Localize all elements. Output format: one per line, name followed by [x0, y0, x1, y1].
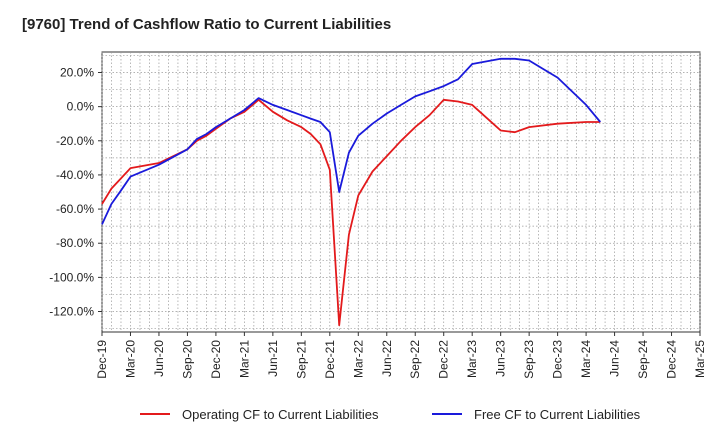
- x-tick-label: Sep-24: [636, 340, 650, 379]
- x-tick-label: Sep-22: [408, 340, 422, 379]
- x-tick-label: Dec-19: [95, 340, 109, 379]
- x-tick-label: Jun-24: [608, 340, 622, 377]
- y-tick-label: -20.0%: [56, 134, 94, 148]
- y-tick-label: -100.0%: [49, 270, 94, 284]
- y-tick-label: -40.0%: [56, 168, 94, 182]
- series-line-2: [101, 57, 601, 225]
- x-tick-label: Jun-21: [266, 340, 280, 377]
- x-tick-label: Mar-22: [351, 340, 365, 378]
- x-tick-label: Jun-23: [494, 340, 508, 377]
- legend-label-2: Free CF to Current Liabilities: [474, 407, 641, 422]
- x-tick-label: Dec-20: [209, 340, 223, 379]
- y-tick-label: 20.0%: [60, 65, 94, 79]
- x-tick-label: Mar-20: [123, 340, 137, 378]
- x-tick-label: Sep-20: [180, 340, 194, 379]
- x-tick-label: Mar-23: [465, 340, 479, 378]
- x-tick-label: Sep-23: [522, 340, 536, 379]
- x-axis: Dec-19 Mar-20 Jun-20 Sep-20 Dec-20 Mar-21 Jun-…: [95, 332, 707, 379]
- x-tick-label: Sep-21: [294, 340, 308, 379]
- y-tick-label: -120.0%: [49, 305, 94, 319]
- chart-title: [9760] Trend of Cashflow Ratio to Curren…: [22, 16, 391, 33]
- y-axis: 20.0% 0.0% -20.0% -40.0% -60.0% -80.0% -100.0%…: [49, 65, 102, 319]
- x-tick-label: Jun-20: [152, 340, 166, 377]
- y-tick-label: -80.0%: [56, 236, 94, 250]
- x-tick-label: Dec-22: [437, 340, 451, 379]
- y-tick-label: -60.0%: [56, 202, 94, 216]
- x-tick-label: Dec-21: [323, 340, 337, 379]
- x-tick-label: Jun-22: [380, 340, 394, 377]
- x-tick-label: Mar-25: [693, 340, 707, 378]
- grid: [101, 52, 701, 332]
- x-tick-label: Mar-24: [579, 340, 593, 378]
- x-tick-label: Dec-24: [665, 340, 679, 379]
- y-tick-label: 0.0%: [67, 100, 95, 114]
- series-layer: [101, 57, 601, 327]
- legend: Operating CF to Current Liabilities Free …: [140, 407, 641, 422]
- x-tick-label: Mar-21: [237, 340, 251, 378]
- x-tick-label: Dec-23: [551, 340, 565, 379]
- legend-label-1: Operating CF to Current Liabilities: [182, 407, 379, 422]
